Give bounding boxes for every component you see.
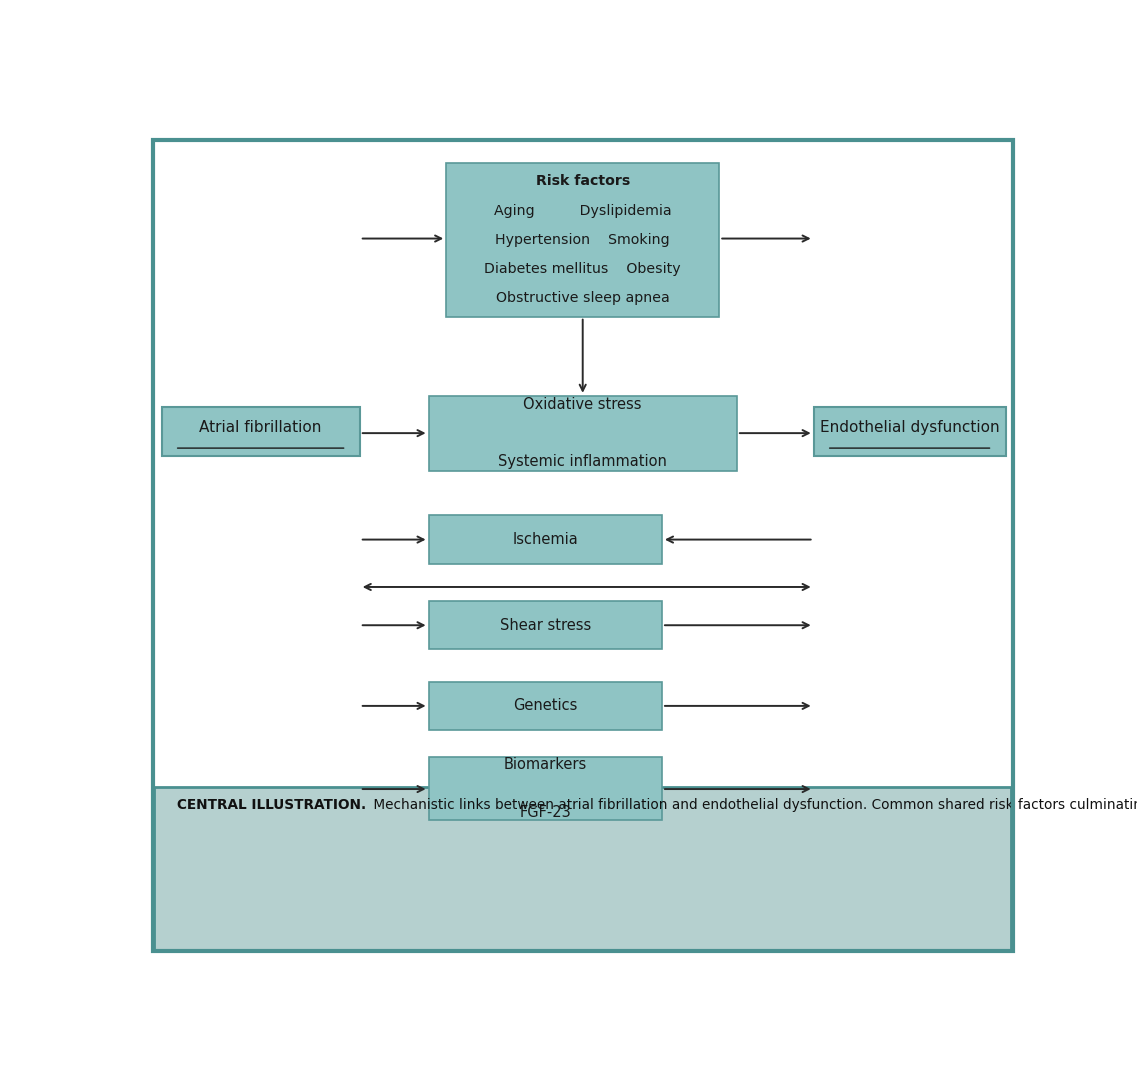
Text: Hypertension    Smoking: Hypertension Smoking [496,233,670,247]
FancyBboxPatch shape [446,163,720,316]
Text: Mechanistic links between atrial fibrillation and endothelial dysfunction. Commo: Mechanistic links between atrial fibrill… [370,798,1137,812]
Text: Obstructive sleep apnea: Obstructive sleep apnea [496,292,670,306]
FancyBboxPatch shape [429,395,737,471]
FancyBboxPatch shape [429,602,662,649]
Text: Endothelial dysfunction: Endothelial dysfunction [820,420,999,435]
FancyBboxPatch shape [155,787,1011,949]
Text: FGF-23: FGF-23 [520,805,571,820]
Text: Ischemia: Ischemia [513,532,578,548]
FancyBboxPatch shape [814,406,1006,457]
FancyBboxPatch shape [429,515,662,564]
Text: Genetics: Genetics [513,699,578,714]
Text: Oxidative stress: Oxidative stress [523,397,642,413]
Text: Diabetes mellitus    Obesity: Diabetes mellitus Obesity [484,262,681,276]
Text: Aging          Dyslipidemia: Aging Dyslipidemia [493,203,672,217]
Text: CENTRAL ILLUSTRATION.: CENTRAL ILLUSTRATION. [177,798,366,812]
Text: Shear stress: Shear stress [499,618,591,633]
FancyBboxPatch shape [429,757,662,820]
FancyBboxPatch shape [429,681,662,730]
Text: Systemic inflammation: Systemic inflammation [498,454,667,469]
Text: Atrial fibrillation: Atrial fibrillation [199,420,322,435]
Text: Biomarkers: Biomarkers [504,757,587,772]
FancyBboxPatch shape [161,406,359,457]
Text: Risk factors: Risk factors [536,174,630,188]
